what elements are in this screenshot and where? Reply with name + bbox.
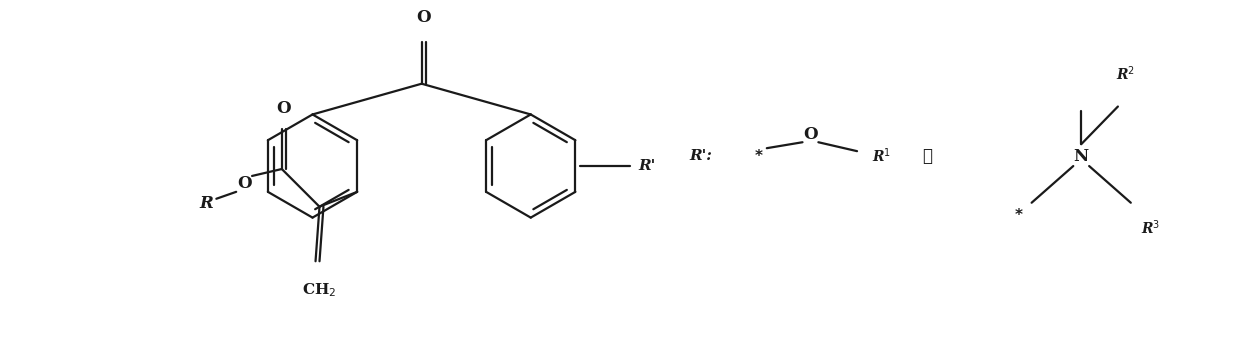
- Text: O: O: [277, 101, 291, 117]
- Text: R$^2$: R$^2$: [1116, 64, 1136, 83]
- Text: O: O: [417, 9, 432, 26]
- Text: N: N: [1074, 148, 1089, 165]
- Text: R$^1$: R$^1$: [872, 147, 892, 165]
- Text: R':: R':: [689, 149, 712, 163]
- Text: R: R: [200, 195, 213, 212]
- Text: *: *: [755, 149, 763, 164]
- Text: R': R': [637, 159, 655, 173]
- Text: O: O: [237, 175, 252, 192]
- Text: *: *: [1014, 208, 1023, 223]
- Text: 或: 或: [923, 147, 932, 165]
- Text: R$^3$: R$^3$: [1141, 219, 1161, 237]
- Text: O: O: [804, 126, 817, 143]
- Text: CH$_2$: CH$_2$: [303, 281, 337, 299]
